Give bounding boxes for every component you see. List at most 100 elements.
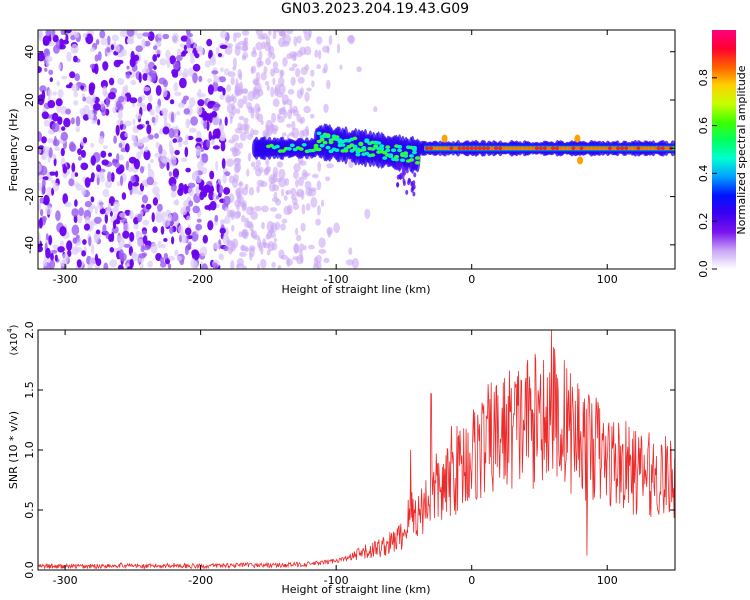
noise-blob xyxy=(45,233,49,241)
noise-blob xyxy=(125,71,131,79)
noise-blob xyxy=(227,209,233,218)
noise-blob xyxy=(94,253,99,263)
main-line-core xyxy=(664,146,670,151)
noise-blob xyxy=(71,84,79,92)
noise-blob xyxy=(277,264,282,269)
noise-blob xyxy=(76,259,82,268)
noise-blob xyxy=(118,96,125,103)
noise-blob xyxy=(182,50,188,55)
figure-title: GN03.2023.204.19.43.G09 xyxy=(280,1,470,17)
noise-blob xyxy=(234,45,241,57)
noise-blob xyxy=(236,258,244,267)
noise-blob xyxy=(265,124,270,130)
noise-blob xyxy=(131,251,137,258)
noise-blob xyxy=(120,92,126,97)
noise-blob xyxy=(295,227,299,236)
noise-blob xyxy=(326,163,334,169)
main-line-core xyxy=(526,146,531,151)
noise-blob xyxy=(145,120,150,125)
noise-blob xyxy=(292,197,298,205)
noise-blob xyxy=(162,126,170,135)
x-tick-label: -100 xyxy=(324,273,349,286)
noise-blob xyxy=(207,84,214,95)
noise-blob xyxy=(178,70,183,77)
main-line-core xyxy=(636,146,641,151)
noise-blob xyxy=(48,69,54,76)
main-line-core xyxy=(534,146,539,151)
y-tick-label: 0 xyxy=(23,145,36,152)
noise-blob xyxy=(90,155,97,166)
noise-blob xyxy=(195,175,202,184)
noise-blob xyxy=(133,30,138,36)
x-tick-label: 100 xyxy=(597,273,618,286)
spectrogram-frame xyxy=(37,29,676,270)
main-line-core xyxy=(498,146,503,151)
noise-blob xyxy=(155,104,161,114)
noise-blob xyxy=(202,234,208,244)
signal-cell xyxy=(274,144,280,149)
noise-blob xyxy=(82,33,88,38)
noise-blob xyxy=(153,45,158,50)
noise-blob xyxy=(163,252,169,260)
noise-blob xyxy=(262,241,267,246)
colorbar-label: Normalized spectral amplitude xyxy=(735,65,748,234)
noise-blob xyxy=(323,103,329,114)
noise-blob xyxy=(38,66,42,74)
noise-blob xyxy=(38,201,42,211)
noise-blob xyxy=(101,106,107,117)
noise-blob xyxy=(219,67,224,73)
noise-blob xyxy=(206,186,215,194)
noise-blob xyxy=(113,247,118,254)
main-line-core xyxy=(510,146,515,151)
noise-blob xyxy=(90,196,95,203)
main-line-core xyxy=(591,146,596,151)
noise-blob xyxy=(220,131,226,142)
noise-blob xyxy=(262,129,270,139)
signal-cell xyxy=(358,142,364,147)
noise-blob xyxy=(314,49,319,58)
noise-blob xyxy=(109,259,118,268)
noise-blob xyxy=(146,124,152,135)
noise-blob xyxy=(260,120,264,125)
noise-blob xyxy=(141,38,146,49)
noise-blob xyxy=(61,39,69,45)
noise-blob xyxy=(118,154,124,161)
noise-blob xyxy=(197,88,202,99)
signal-cell xyxy=(334,148,340,152)
signal-tail xyxy=(396,174,400,180)
noise-blob xyxy=(152,197,158,206)
colorbar-tick-label: 0.6 xyxy=(697,117,710,135)
signal-cell xyxy=(319,143,325,148)
noise-blob xyxy=(131,102,135,108)
noise-blob xyxy=(310,69,315,77)
main-line-core xyxy=(437,146,442,151)
noise-blob xyxy=(123,243,131,248)
noise-blob xyxy=(239,251,247,257)
y-tick-label: -40 xyxy=(23,236,36,254)
noise-blob xyxy=(326,226,334,235)
noise-blob xyxy=(233,32,237,43)
main-line-core xyxy=(489,146,495,151)
signal-cell xyxy=(298,147,304,151)
noise-blob xyxy=(115,167,124,175)
noise-blob xyxy=(243,88,248,95)
noise-blob xyxy=(137,96,143,104)
noise-blob xyxy=(73,55,78,63)
noise-blob xyxy=(51,122,60,133)
noise-blob xyxy=(100,37,108,46)
noise-blob xyxy=(260,258,267,269)
noise-blob xyxy=(296,89,303,99)
noise-blob xyxy=(187,182,196,188)
noise-blob xyxy=(183,183,188,195)
signal-cell xyxy=(394,154,400,159)
signal-cell xyxy=(352,136,358,141)
noise-blob xyxy=(144,40,151,47)
noise-blob xyxy=(39,209,44,217)
x-tick-label: -200 xyxy=(188,273,213,286)
noise-blob xyxy=(169,226,174,234)
noise-blob xyxy=(172,168,180,178)
noise-blob xyxy=(304,91,310,102)
signal-cell xyxy=(340,143,346,147)
noise-blob xyxy=(170,191,177,198)
noise-blob xyxy=(41,178,46,188)
